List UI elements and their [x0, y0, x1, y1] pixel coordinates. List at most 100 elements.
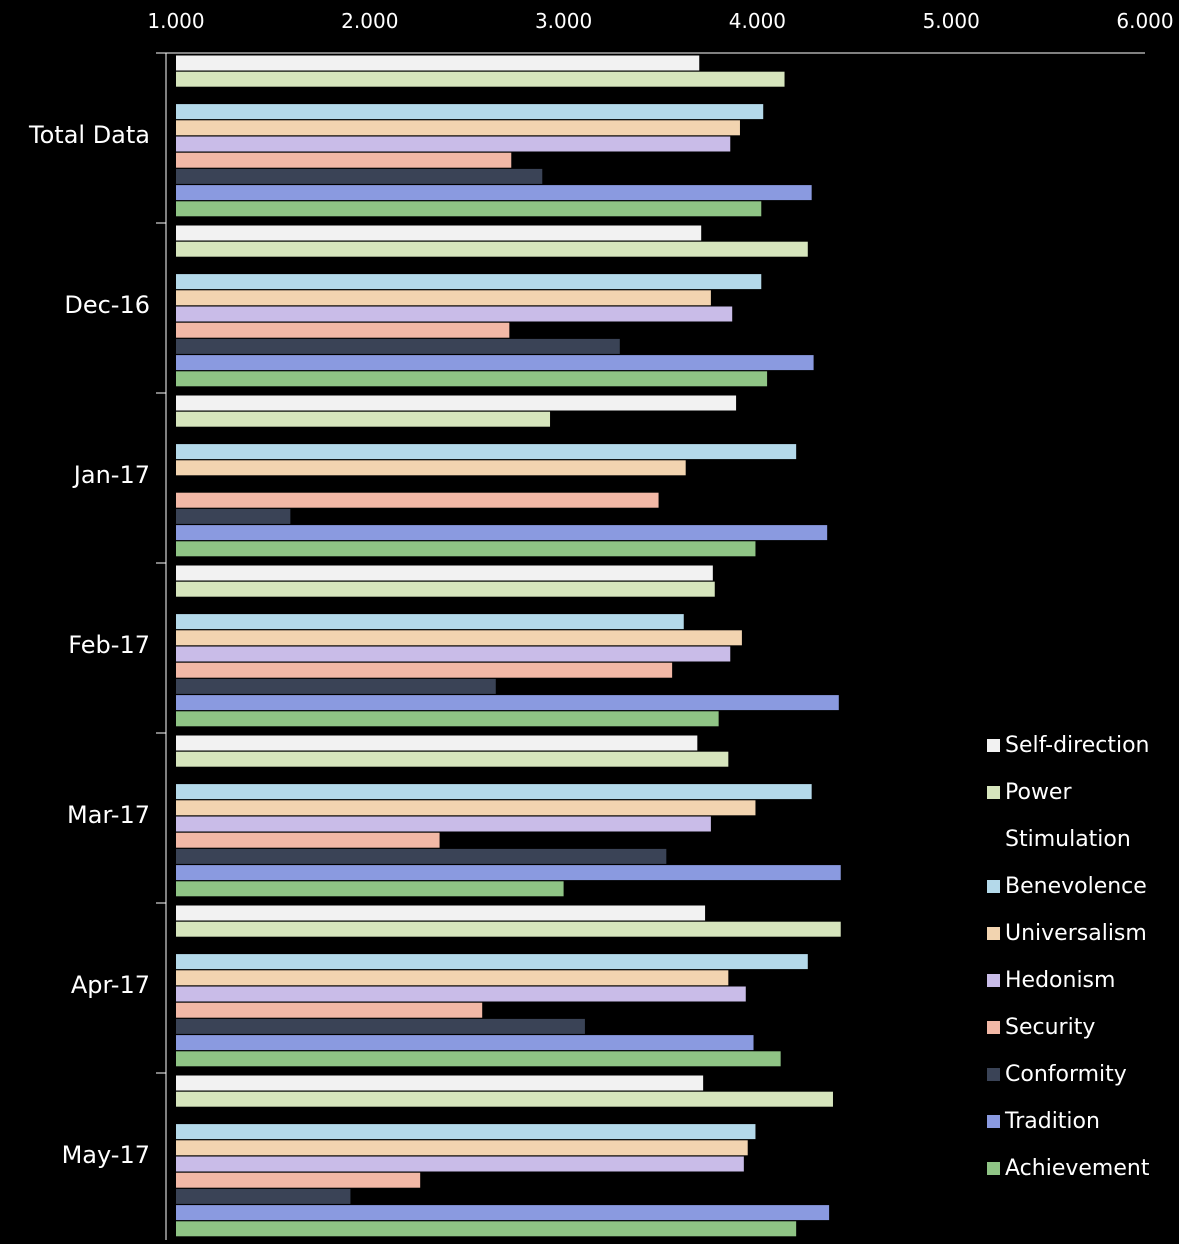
bar-jan-17-conformity[interactable] [176, 508, 291, 524]
bar-mar-17-hedonism[interactable] [176, 816, 711, 832]
bar-total-data-benevolence[interactable] [176, 104, 764, 120]
legend-item-tradition[interactable]: Tradition [987, 1109, 1100, 1134]
bar-total-data-tradition[interactable] [176, 185, 812, 201]
legend-label-self-direction: Self-direction [1005, 733, 1150, 758]
bar-apr-17-tradition[interactable] [176, 1035, 754, 1051]
legend-item-self-direction[interactable]: Self-direction [987, 733, 1150, 758]
bar-dec-16-tradition[interactable] [176, 355, 814, 371]
category-label-apr-17: Apr-17 [71, 971, 150, 999]
bar-apr-17-power[interactable] [176, 921, 841, 937]
bar-may-17-self-direction[interactable] [176, 1075, 704, 1091]
bar-feb-17-hedonism[interactable] [176, 646, 731, 662]
bar-apr-17-conformity[interactable] [176, 1018, 585, 1034]
legend-swatch-universalism [987, 927, 1000, 940]
bar-dec-16-hedonism[interactable] [176, 306, 733, 322]
legend-swatch-conformity [987, 1068, 1000, 1081]
legend-label-stimulation: Stimulation [1005, 827, 1131, 852]
bar-mar-17-benevolence[interactable] [176, 784, 812, 800]
bar-may-17-security[interactable] [176, 1172, 421, 1188]
bar-total-data-hedonism[interactable] [176, 136, 731, 152]
bar-total-data-power[interactable] [176, 71, 785, 87]
category-label-feb-17: Feb-17 [68, 631, 150, 659]
legend-label-hedonism: Hedonism [1005, 968, 1115, 993]
legend-item-achievement[interactable]: Achievement [987, 1156, 1150, 1181]
bar-may-17-achievement[interactable] [176, 1221, 797, 1237]
bars [176, 55, 841, 1237]
bar-total-data-security[interactable] [176, 152, 512, 168]
legend-label-security: Security [1005, 1015, 1095, 1040]
bar-jan-17-power[interactable] [176, 411, 551, 427]
bar-feb-17-benevolence[interactable] [176, 614, 684, 630]
legend-item-universalism[interactable]: Universalism [987, 921, 1147, 946]
legend-item-benevolence[interactable]: Benevolence [987, 874, 1147, 899]
legend-label-achievement: Achievement [1005, 1156, 1150, 1181]
bar-feb-17-self-direction[interactable] [176, 565, 713, 581]
legend[interactable]: Self-direction Power Stimulation Benevolenc… [987, 733, 1150, 1181]
category-label-total-data: Total Data [28, 121, 150, 149]
bar-mar-17-power[interactable] [176, 751, 729, 767]
bar-apr-17-achievement[interactable] [176, 1051, 781, 1067]
legend-item-security[interactable]: Security [987, 1015, 1095, 1040]
bar-dec-16-achievement[interactable] [176, 371, 768, 387]
x-tick-label: 2.000 [341, 9, 398, 33]
bar-mar-17-tradition[interactable] [176, 865, 841, 881]
bar-jan-17-universalism[interactable] [176, 460, 686, 476]
bar-apr-17-hedonism[interactable] [176, 986, 746, 1002]
x-tick-labels: 1.000 2.000 3.000 4.000 5.000 6.000 [147, 9, 1173, 33]
bar-total-data-self-direction[interactable] [176, 55, 700, 71]
x-tick-label: 4.000 [729, 9, 786, 33]
bar-total-data-achievement[interactable] [176, 201, 762, 217]
bar-apr-17-benevolence[interactable] [176, 954, 808, 970]
bar-dec-16-benevolence[interactable] [176, 274, 762, 290]
axes [156, 52, 1145, 1240]
bar-mar-17-universalism[interactable] [176, 800, 756, 816]
bar-jan-17-security[interactable] [176, 492, 659, 508]
bar-dec-16-conformity[interactable] [176, 338, 620, 354]
bar-feb-17-power[interactable] [176, 581, 715, 597]
bar-may-17-power[interactable] [176, 1091, 833, 1107]
bar-mar-17-security[interactable] [176, 832, 440, 848]
bar-total-data-universalism[interactable] [176, 120, 740, 136]
x-tick-label: 3.000 [535, 9, 592, 33]
bar-feb-17-universalism[interactable] [176, 630, 742, 646]
legend-item-hedonism[interactable]: Hedonism [987, 968, 1115, 993]
bar-jan-17-achievement[interactable] [176, 541, 756, 557]
legend-label-conformity: Conformity [1005, 1062, 1127, 1087]
x-tick-label: 5.000 [923, 9, 980, 33]
bar-mar-17-conformity[interactable] [176, 848, 667, 864]
bar-mar-17-self-direction[interactable] [176, 735, 698, 751]
bar-may-17-universalism[interactable] [176, 1140, 748, 1156]
bar-dec-16-power[interactable] [176, 241, 808, 257]
category-label-dec-16: Dec-16 [64, 291, 150, 319]
bar-jan-17-self-direction[interactable] [176, 395, 737, 411]
bar-apr-17-universalism[interactable] [176, 970, 729, 986]
bar-dec-16-security[interactable] [176, 322, 510, 338]
bar-total-data-conformity[interactable] [176, 168, 543, 184]
bar-may-17-benevolence[interactable] [176, 1124, 756, 1140]
legend-swatch-hedonism [987, 974, 1000, 987]
legend-label-universalism: Universalism [1005, 921, 1147, 946]
x-tick-label: 1.000 [147, 9, 204, 33]
legend-swatch-self-direction [987, 739, 1000, 752]
category-label-jan-17: Jan-17 [72, 461, 150, 489]
x-tick-label: 6.000 [1116, 9, 1173, 33]
bar-feb-17-tradition[interactable] [176, 695, 839, 711]
bar-dec-16-universalism[interactable] [176, 290, 711, 306]
bar-mar-17-achievement[interactable] [176, 881, 564, 897]
legend-item-stimulation[interactable]: Stimulation [987, 827, 1131, 852]
legend-item-conformity[interactable]: Conformity [987, 1062, 1127, 1087]
bar-jan-17-benevolence[interactable] [176, 444, 797, 460]
bar-jan-17-tradition[interactable] [176, 525, 828, 541]
legend-item-power[interactable]: Power [987, 780, 1072, 805]
legend-swatch-stimulation [987, 833, 1000, 846]
bar-may-17-tradition[interactable] [176, 1205, 830, 1221]
bar-feb-17-achievement[interactable] [176, 711, 719, 727]
bar-apr-17-security[interactable] [176, 1002, 483, 1018]
bar-feb-17-security[interactable] [176, 662, 673, 678]
bar-may-17-conformity[interactable] [176, 1188, 351, 1204]
bar-feb-17-conformity[interactable] [176, 678, 496, 694]
bar-apr-17-self-direction[interactable] [176, 905, 706, 921]
bar-may-17-hedonism[interactable] [176, 1156, 744, 1172]
bar-dec-16-self-direction[interactable] [176, 225, 702, 241]
